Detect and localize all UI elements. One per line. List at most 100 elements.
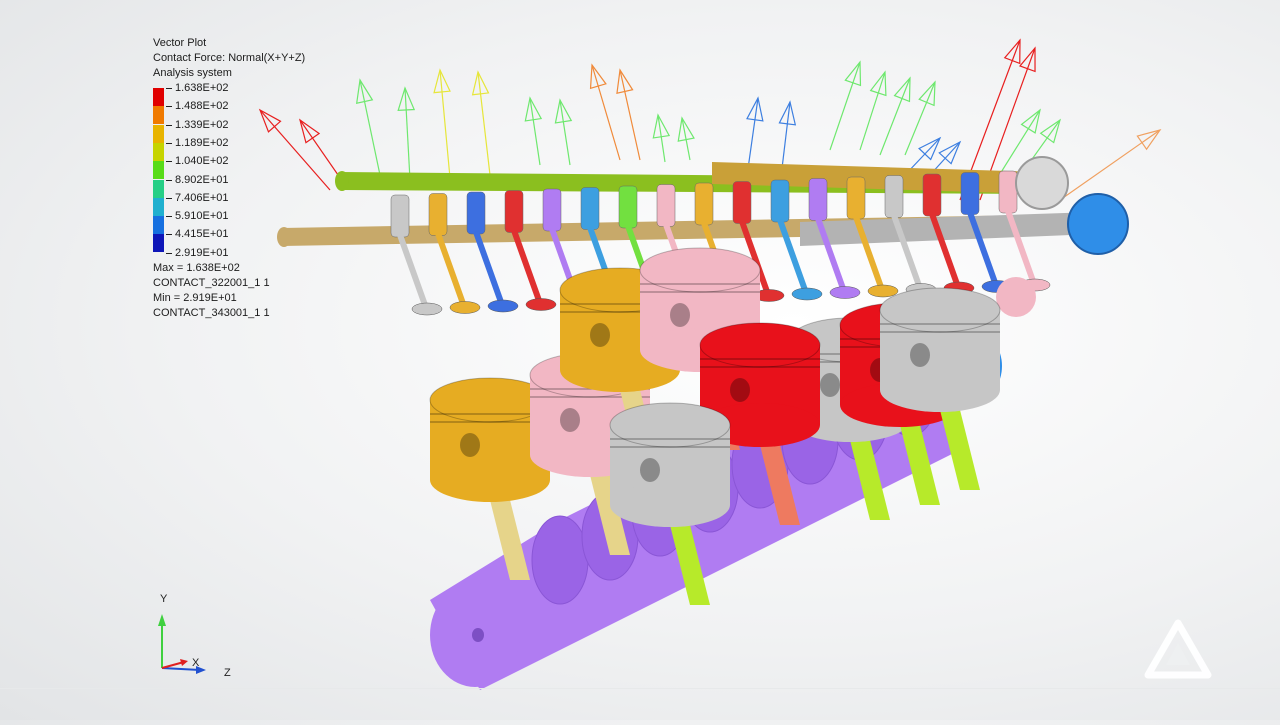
force-vector-arrowhead: [869, 70, 887, 97]
legend-level-label: 4.415E+01: [175, 228, 229, 241]
legend-tick: [166, 252, 172, 254]
cam-pulley-pink: [996, 277, 1036, 317]
force-vector-arrowhead: [918, 80, 936, 107]
legend-level-label: 1.040E+02: [175, 155, 229, 168]
valve-head: [411, 302, 443, 316]
piston-skirt-bottom: [610, 483, 730, 527]
valve-stem: [815, 217, 846, 290]
valve-stem: [397, 233, 428, 307]
force-vector-arrowhead: [746, 96, 764, 122]
valve-head: [791, 287, 823, 301]
valve-stem: [435, 232, 466, 305]
valve-stem: [891, 214, 922, 287]
force-vector-arrowhead: [258, 108, 282, 133]
piston-crown: [639, 247, 761, 293]
valve-head: [867, 284, 899, 298]
piston-crown: [879, 287, 1001, 333]
camshaft-gold-body: [712, 162, 1040, 194]
valve-stem: [739, 220, 770, 293]
legend-color-band: [153, 142, 164, 161]
x-axis-line: [161, 661, 185, 669]
valve-stem: [473, 230, 504, 304]
valve-spring: [390, 194, 410, 238]
legend-tick: [166, 216, 172, 218]
valve-spring: [808, 178, 828, 221]
force-vector-shaft: [657, 114, 666, 163]
legend-max-entity: CONTACT_322001_1 1: [153, 277, 270, 289]
force-vector-arrowhead: [918, 136, 942, 161]
valve-spring: [960, 172, 980, 215]
valve-stem: [929, 212, 960, 286]
contact-force-vectors: [258, 38, 1162, 201]
legend-color-band: [153, 179, 164, 198]
force-vector-arrowhead: [1136, 128, 1162, 151]
force-vector-arrowhead: [433, 68, 451, 94]
valve-head: [829, 286, 861, 299]
force-vector-arrowhead: [677, 116, 695, 142]
legend-tick: [166, 161, 172, 163]
piston-pin-hole: [730, 378, 750, 402]
force-vector-arrowhead: [471, 70, 490, 96]
piston-skirt-bottom: [880, 368, 1000, 412]
force-vector-shaft: [1059, 129, 1161, 201]
force-vector-shaft: [559, 99, 571, 166]
legend-color-band: [153, 197, 164, 216]
force-vector-shaft: [359, 79, 381, 176]
contour-legend: Vector Plot Contact Force: Normal(X+Y+Z)…: [153, 36, 305, 321]
force-vector-shaft: [259, 109, 331, 191]
legend-result-type: Contact Force: Normal(X+Y+Z): [153, 52, 306, 64]
valve-stem: [853, 215, 884, 289]
legend-stats: Max = 1.638E+02 CONTACT_322001_1 1 Min =…: [153, 261, 305, 321]
bottom-divider: [0, 688, 1280, 689]
valve-spring: [618, 185, 638, 229]
piston-pin-hole: [670, 303, 690, 327]
legend-level-label: 1.488E+02: [175, 100, 229, 113]
axis-triad[interactable]: Y X Z: [140, 588, 250, 688]
legend-color-band: [153, 234, 164, 253]
legend-tick: [166, 88, 172, 89]
cam-pulley-gray: [1015, 156, 1069, 210]
force-vector-shaft: [439, 69, 451, 179]
valve-spring: [466, 191, 486, 235]
crank-web: [531, 515, 589, 605]
force-vector-arrowhead: [652, 113, 671, 139]
piston-skirt-bottom: [430, 458, 550, 502]
force-vector-arrowhead: [938, 140, 962, 165]
force-vector-shaft: [477, 71, 491, 176]
force-vector-arrowhead: [524, 96, 543, 122]
valve-spring: [580, 187, 600, 230]
force-vector-arrowhead: [616, 68, 634, 94]
valve-spring: [542, 188, 562, 232]
valve-spring: [884, 175, 904, 218]
legend-level-label: 5.910E+01: [175, 210, 229, 223]
legend-color-band: [153, 216, 164, 235]
piston-pin-hole: [820, 373, 840, 397]
force-vector-arrowhead: [554, 98, 573, 124]
valve-spring: [922, 173, 942, 217]
flange-center-hole: [472, 628, 484, 642]
force-vector-shaft: [681, 117, 691, 161]
legend-color-band: [153, 106, 164, 125]
z-axis-arrowhead: [196, 666, 206, 674]
legend-tick: [166, 142, 172, 144]
force-vector-shaft: [619, 69, 641, 161]
force-vector-arrowhead: [893, 76, 911, 103]
valve-stem: [777, 218, 808, 292]
force-vector-shaft: [879, 77, 911, 156]
legend-min-value: Min = 2.919E+01: [153, 292, 237, 304]
valve-head: [525, 298, 557, 311]
piston-crown: [699, 322, 821, 368]
valve-spring: [694, 182, 714, 226]
legend-level-label: 8.902E+01: [175, 173, 229, 186]
y-axis-label: Y: [160, 593, 168, 605]
force-vector-arrowhead: [844, 60, 862, 87]
legend-tick: [166, 197, 172, 199]
valve-head: [449, 301, 481, 314]
piston-pin-hole: [460, 433, 480, 457]
legend-color-band: [153, 124, 164, 143]
y-axis-arrowhead: [158, 614, 166, 626]
valve-spring: [998, 170, 1018, 214]
piston-crown: [609, 402, 731, 448]
force-vector-shaft: [829, 61, 861, 151]
